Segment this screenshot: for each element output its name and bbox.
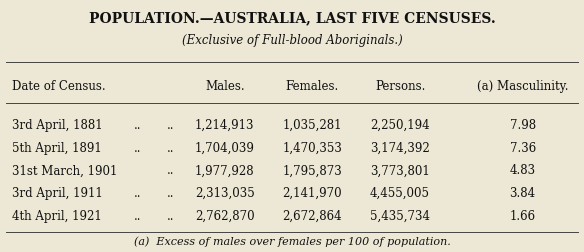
Text: ..: .. xyxy=(168,118,175,131)
Text: 1,977,928: 1,977,928 xyxy=(195,164,255,177)
Text: 5,435,734: 5,435,734 xyxy=(370,209,430,222)
Text: 4th April, 1921: 4th April, 1921 xyxy=(12,209,102,222)
Text: ..: .. xyxy=(168,141,175,154)
Text: 2,250,194: 2,250,194 xyxy=(370,118,430,131)
Text: 2,762,870: 2,762,870 xyxy=(195,209,255,222)
Text: ..: .. xyxy=(168,209,175,222)
Text: (a) Masculinity.: (a) Masculinity. xyxy=(477,79,568,92)
Text: 7.98: 7.98 xyxy=(510,118,536,131)
Text: 2,313,035: 2,313,035 xyxy=(195,186,255,199)
Text: 3.84: 3.84 xyxy=(510,186,536,199)
Text: 3rd April, 1911: 3rd April, 1911 xyxy=(12,186,102,199)
Text: ..: .. xyxy=(134,186,141,199)
Text: (a)  Excess of males over females per 100 of population.: (a) Excess of males over females per 100… xyxy=(134,235,450,246)
Text: ..: .. xyxy=(134,118,141,131)
Text: 1,470,353: 1,470,353 xyxy=(283,141,342,154)
Text: ..: .. xyxy=(134,209,141,222)
Text: 4,455,005: 4,455,005 xyxy=(370,186,430,199)
Text: ..: .. xyxy=(168,186,175,199)
Text: 7.36: 7.36 xyxy=(510,141,536,154)
Text: 2,672,864: 2,672,864 xyxy=(283,209,342,222)
Text: 5th April, 1891: 5th April, 1891 xyxy=(12,141,102,154)
Text: ..: .. xyxy=(168,164,175,177)
Text: (Exclusive of Full-blood Aboriginals.): (Exclusive of Full-blood Aboriginals.) xyxy=(182,34,402,47)
Text: POPULATION.—AUSTRALIA, LAST FIVE CENSUSES.: POPULATION.—AUSTRALIA, LAST FIVE CENSUSE… xyxy=(89,11,495,25)
Text: ..: .. xyxy=(134,141,141,154)
Text: Males.: Males. xyxy=(205,79,245,92)
Text: 3,174,392: 3,174,392 xyxy=(370,141,430,154)
Text: 2,141,970: 2,141,970 xyxy=(283,186,342,199)
Text: 1.66: 1.66 xyxy=(510,209,536,222)
Text: 3,773,801: 3,773,801 xyxy=(370,164,430,177)
Text: 1,704,039: 1,704,039 xyxy=(195,141,255,154)
Text: 1,214,913: 1,214,913 xyxy=(195,118,255,131)
Text: Females.: Females. xyxy=(286,79,339,92)
Text: Date of Census.: Date of Census. xyxy=(12,79,105,92)
Text: 31st March, 1901: 31st March, 1901 xyxy=(12,164,117,177)
Text: Persons.: Persons. xyxy=(375,79,425,92)
Text: 1,795,873: 1,795,873 xyxy=(283,164,342,177)
Text: 4.83: 4.83 xyxy=(510,164,536,177)
Text: 1,035,281: 1,035,281 xyxy=(283,118,342,131)
Text: 3rd April, 1881: 3rd April, 1881 xyxy=(12,118,102,131)
